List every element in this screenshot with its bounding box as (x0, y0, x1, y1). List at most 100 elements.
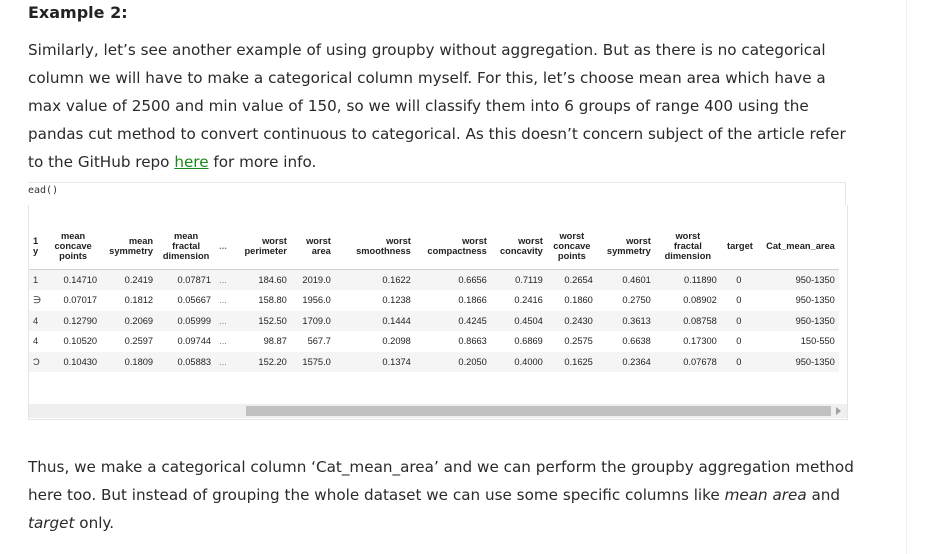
horizontal-scrollbar[interactable] (29, 404, 847, 418)
column-header-line: compactness (427, 245, 487, 256)
table-cell: 0.8663 (458, 336, 487, 347)
column-header: mean fractal dimension (157, 223, 216, 270)
table-cell: 150-550 (800, 336, 835, 347)
page-edge-divider (906, 0, 907, 554)
column-header-line: concave (54, 240, 92, 251)
column-header: target (720, 223, 757, 270)
table-cell: ... (215, 269, 231, 291)
column-header-line: worst (518, 235, 543, 246)
column-header: worst concave points (546, 223, 597, 270)
table-cell: 0.14710 (45, 269, 102, 291)
column-header-line: worst (559, 230, 585, 241)
column-header-line: worst (626, 235, 651, 246)
column-header: worst symmetry (596, 223, 655, 270)
table-cell: 0.1444 (334, 310, 415, 332)
table-cell: 0 (736, 336, 742, 347)
table-cell: ... (219, 295, 227, 306)
table-cell: 567.7 (307, 336, 331, 347)
scrollbar-thumb[interactable] (246, 406, 831, 416)
table-header-row: 1 y mean concave points mean symmetry mean fract… (29, 223, 839, 270)
table-cell: 0.10520 (63, 336, 98, 347)
table-cell: 0.17300 (683, 336, 717, 347)
column-header-line: target (727, 240, 753, 251)
column-header: Cat_mean_area (756, 223, 839, 270)
table-cell: 0.1625 (546, 351, 597, 373)
conclusion-text: Thus, we make a categorical column ‘Cat_… (28, 458, 854, 504)
table-cell: 950-1350 (756, 310, 839, 332)
column-header-line: ... (219, 240, 227, 251)
table-cell: 0.4000 (490, 351, 547, 373)
table-cell: 0 (720, 351, 757, 373)
column-header-line: dimension (664, 250, 712, 261)
table-cell: 0 (720, 310, 757, 332)
table-cell: 0.10430 (45, 351, 102, 373)
table-cell: 0.2098 (382, 336, 411, 347)
table-cell: 0.6869 (514, 336, 543, 347)
intro-text-end: for more info. (208, 153, 317, 171)
conclusion-text-end: only. (74, 514, 115, 532)
table-cell: 0.08758 (654, 310, 721, 332)
emphasis-target: target (28, 514, 75, 532)
table-cell: Ͻ (29, 351, 46, 373)
table-cell: 0.2050 (414, 351, 491, 373)
table-cell: 0.1812 (124, 295, 154, 306)
table-cell: 0.6638 (622, 336, 651, 347)
column-header-line: Cat_mean_area (766, 240, 835, 251)
table-cell: 0.1238 (382, 295, 411, 306)
table-cell: 0.05883 (157, 351, 216, 373)
table-cell: 1575.0 (290, 351, 335, 373)
github-repo-link[interactable]: here (174, 153, 209, 171)
table-cell: 4 (33, 336, 39, 347)
column-header: worst area (290, 223, 335, 270)
table-cell: 1956.0 (302, 295, 331, 306)
table-cell: 0.11890 (654, 269, 721, 291)
column-header: worst smoothness (334, 223, 415, 270)
table-row: Ͻ 0.10430 0.1809 0.05883... 152.20 1575.0 0.13… (29, 351, 839, 373)
table-cell: 0.05999 (157, 310, 216, 332)
table-cell: 0 (720, 269, 757, 291)
column-header-line: mean (60, 230, 86, 241)
table-cell: 0.1374 (334, 351, 415, 373)
table-row: ∋ 0.07017 0.1812 0.05667... 158.80 1956.0 0.12… (29, 290, 839, 311)
column-header-line: points (59, 250, 88, 261)
column-header-line: 1 (33, 235, 39, 246)
table-cell: 158.80 (258, 295, 287, 306)
table-cell: 0.1809 (101, 351, 158, 373)
conclusion-text-and: and (806, 486, 841, 504)
table-row: 4 0.12790 0.2069 0.05999... 152.50 1709.0 0.14… (29, 310, 839, 332)
column-header-line: worst (306, 235, 331, 246)
table-cell: 0.2069 (101, 310, 158, 332)
column-header-line: concave (553, 240, 591, 251)
column-header: worst perimeter (230, 223, 291, 270)
table-cell: 0.4245 (414, 310, 491, 332)
table-cell: 184.60 (230, 269, 291, 291)
table-cell: 0.2416 (514, 295, 543, 306)
table-cell: 1 (29, 269, 46, 291)
code-cell-border (28, 182, 846, 205)
column-header-line: fractal (172, 240, 201, 251)
table-cell: 1709.0 (290, 310, 335, 332)
scroll-right-arrow-icon[interactable] (836, 407, 841, 415)
column-header: worst compactness (414, 223, 491, 270)
section-heading: Example 2: (28, 3, 128, 22)
table-cell: ∋ (33, 295, 42, 306)
emphasis-mean-area: mean area (724, 486, 807, 504)
table-cell: 4 (29, 310, 46, 332)
table-cell: 0.05667 (177, 295, 212, 306)
column-header-line: mean (128, 235, 154, 246)
table-cell: 0.1860 (564, 295, 593, 306)
column-header-line: perimeter (244, 245, 287, 256)
intro-paragraph: Similarly, let’s see another example of … (28, 36, 858, 176)
intro-text: Similarly, let’s see another example of … (28, 41, 846, 171)
table-cell: 0.2575 (564, 336, 593, 347)
code-snippet: ead() (28, 185, 59, 196)
column-header-line: worst (386, 235, 411, 246)
table-body: 1 0.14710 0.2419 0.07871... 184.60 2019.0 0.16… (29, 269, 839, 373)
table-cell: 0.6656 (414, 269, 491, 291)
column-header: worst fractal dimension (654, 223, 721, 270)
table-cell: 0.07678 (654, 351, 721, 373)
column-header-line: smoothness (356, 245, 411, 256)
column-header-line: mean (173, 230, 199, 241)
table-cell: 0.2419 (101, 269, 158, 291)
